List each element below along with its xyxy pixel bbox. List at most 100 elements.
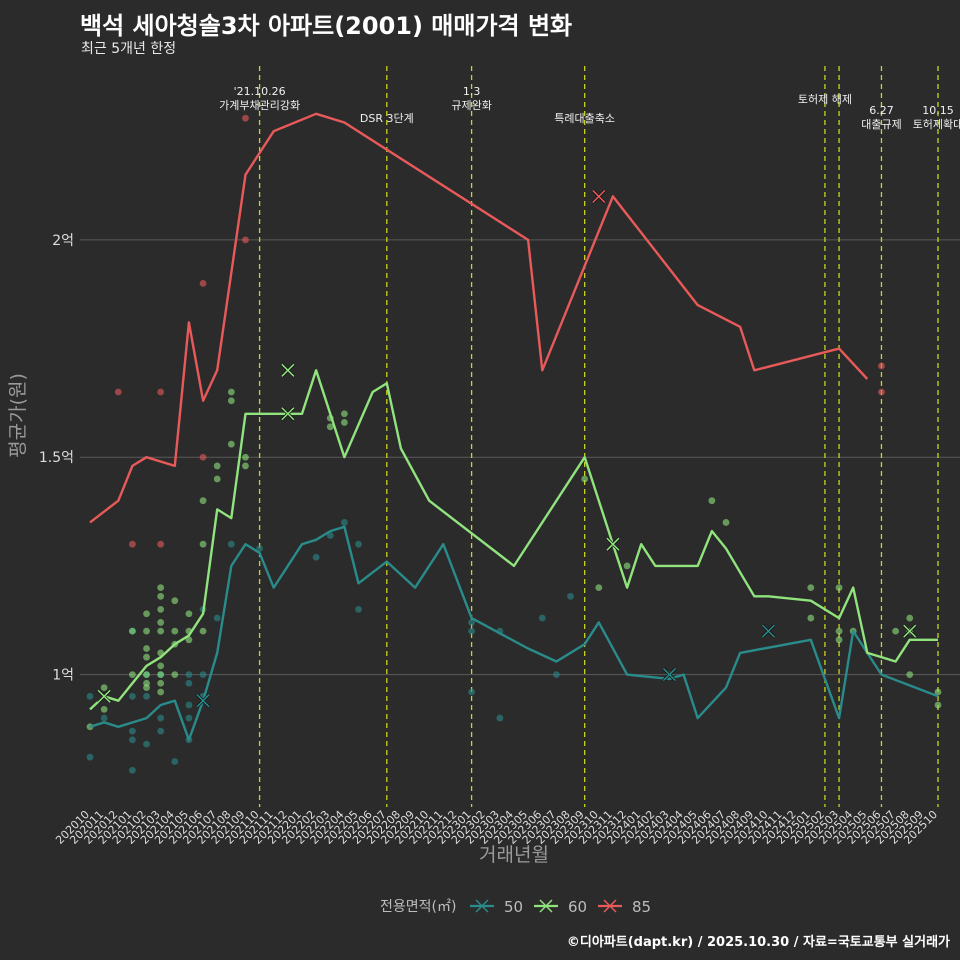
scatter-point-50 [312, 553, 320, 561]
cross-marker-85 [592, 189, 606, 203]
scatter-point-85 [157, 388, 165, 396]
scatter-point-50 [129, 727, 136, 735]
scatter-point-50 [157, 714, 165, 722]
chart-title: 백석 세아청솔3차 아파트(2001) 매매가격 변화 [80, 12, 573, 40]
scatter-point-60 [906, 671, 914, 678]
scatter-point-50 [355, 540, 362, 548]
scatter-point-60 [143, 671, 150, 678]
legend-swatch-cross-85 [603, 899, 617, 913]
scatter-point-60 [157, 662, 165, 670]
scatter-point-60 [157, 592, 165, 600]
scatter-point-50 [341, 519, 348, 526]
cross-marker-60 [281, 363, 295, 377]
scatter-point-60 [213, 475, 221, 483]
scatter-point-60 [157, 605, 165, 613]
scatter-point-50 [468, 627, 475, 635]
scatter-point-50 [213, 614, 221, 622]
scatter-point-60 [835, 627, 843, 635]
x-axis-title: 거래년월 [479, 844, 549, 866]
chart-subtitle: 최근 5개년 한정 [81, 41, 177, 57]
scatter-point-60 [722, 519, 730, 526]
y-tick-label: 1.5억 [39, 450, 74, 466]
y-tick-label: 1억 [52, 668, 74, 684]
scatter-point-50 [538, 614, 546, 622]
series-line-60 [89, 369, 938, 711]
event-label: 대출규제 [861, 118, 901, 131]
scatter-point-60 [595, 584, 603, 592]
legend-title: 전용면적(㎡) [380, 899, 456, 915]
scatter-point-50 [185, 701, 193, 709]
event-label: 10.15 [922, 104, 954, 117]
scatter-point-60 [934, 701, 942, 709]
scatter-point-60 [185, 610, 193, 618]
scatter-point-60 [835, 636, 843, 644]
scatter-point-60 [143, 627, 150, 635]
scatter-point-60 [906, 614, 914, 622]
scatter-point-60 [157, 688, 165, 696]
scatter-point-50 [129, 692, 136, 700]
scatter-point-85 [199, 453, 207, 461]
scatter-point-60 [143, 684, 150, 692]
scatter-point-60 [171, 597, 179, 605]
legend-swatch-cross-50 [475, 899, 489, 913]
scatter-point-50 [100, 714, 108, 722]
scatter-point-85 [242, 236, 249, 244]
cross-marker-50 [662, 668, 676, 682]
event-label: '21.10.26 [234, 85, 286, 98]
legend-label-85: 85 [632, 898, 651, 916]
scatter-point-60 [227, 397, 235, 405]
cross-marker-50 [196, 694, 210, 708]
scatter-point-60 [199, 627, 207, 635]
scatter-point-50 [553, 671, 560, 678]
scatter-point-60 [157, 679, 165, 687]
scatter-point-50 [185, 671, 193, 678]
scatter-point-60 [171, 627, 179, 635]
scatter-point-50 [355, 605, 362, 613]
scatter-point-50 [185, 679, 193, 687]
scatter-point-60 [157, 619, 165, 626]
scatter-point-60 [157, 671, 165, 678]
scatter-point-50 [129, 766, 136, 774]
scatter-point-60 [227, 440, 235, 448]
scatter-point-50 [143, 740, 150, 748]
scatter-point-60 [708, 497, 716, 505]
scatter-point-60 [157, 627, 165, 635]
scatter-point-85 [129, 540, 136, 548]
scatter-point-85 [878, 388, 885, 396]
scatter-point-60 [934, 688, 942, 696]
scatter-point-60 [100, 684, 108, 692]
legend-swatch-cross-60 [539, 899, 553, 913]
event-label: 특례대출축소 [554, 112, 615, 125]
scatter-point-50 [256, 545, 263, 552]
event-label: 1.3 [463, 85, 481, 98]
scatter-point-60 [227, 388, 235, 396]
cross-marker-60 [606, 537, 620, 551]
scatter-point-50 [86, 753, 94, 761]
scatter-point-85 [157, 540, 165, 548]
scatter-point-60 [171, 671, 179, 678]
event-label: 규제완화 [451, 99, 491, 112]
scatter-point-60 [100, 705, 108, 713]
scatter-point-60 [213, 462, 221, 470]
scatter-point-60 [143, 645, 150, 652]
scatter-point-50 [143, 692, 150, 700]
scatter-point-60 [623, 562, 631, 570]
scatter-point-60 [242, 453, 249, 461]
scatter-point-60 [157, 584, 165, 592]
y-axis-title: 평균가(원) [7, 373, 29, 458]
scatter-point-85 [878, 362, 885, 370]
y-tick-label: 2억 [52, 233, 74, 249]
scatter-point-85 [199, 279, 207, 287]
scatter-point-85 [114, 388, 122, 396]
scatter-point-50 [567, 592, 574, 600]
scatter-point-85 [242, 114, 249, 122]
event-label: 가계부채관리강화 [219, 99, 300, 112]
scatter-point-60 [242, 462, 249, 470]
series-line-85 [89, 112, 869, 524]
scatter-point-60 [129, 671, 136, 678]
cross-marker-60 [97, 689, 111, 703]
scatter-point-60 [581, 475, 589, 483]
scatter-point-50 [199, 671, 207, 678]
event-label: 토허제 해제 [798, 92, 852, 106]
scatter-point-60 [807, 584, 815, 592]
